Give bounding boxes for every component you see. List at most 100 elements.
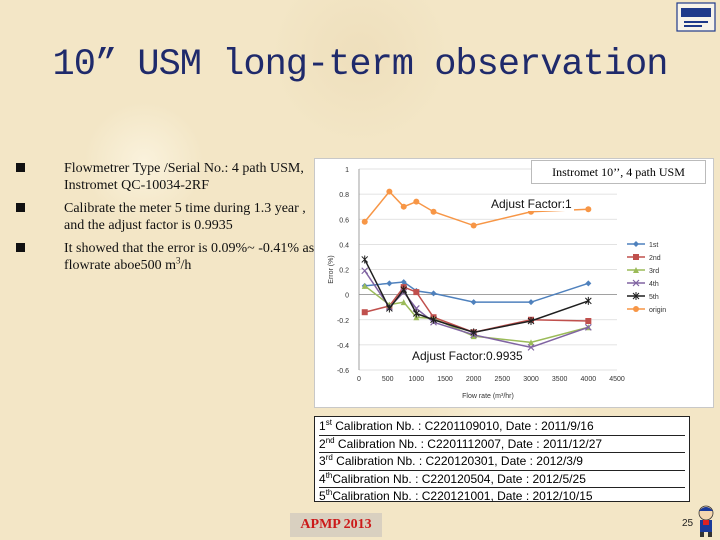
x-tick-label: 4000 xyxy=(581,376,597,383)
calibration-text: Calibration Nb. : C220120301, Date : 201… xyxy=(332,454,583,468)
data-point-marker xyxy=(430,290,437,297)
mascot-icon xyxy=(698,505,714,537)
data-point-marker xyxy=(361,309,368,316)
series-line xyxy=(364,281,589,303)
calibration-row: 2nd Calibration Nb. : C2201112007, Date … xyxy=(319,435,685,453)
data-point-marker xyxy=(585,318,592,325)
bullet-item: Calibrate the meter 5 time during 1.3 ye… xyxy=(16,200,316,234)
bullet-text-tail: /h xyxy=(180,258,192,273)
calibration-ordinal: 5 xyxy=(319,489,326,503)
y-tick-label: 1 xyxy=(345,167,349,174)
data-point-marker xyxy=(361,282,368,289)
data-point-marker xyxy=(470,222,477,229)
bullet-item: It showed that the error is 0.09%~ -0.41… xyxy=(16,240,316,274)
data-point-marker xyxy=(400,299,407,306)
calibration-ordinal-suffix: st xyxy=(325,418,332,427)
chart-panel: 1 0.8 0.6 0.4 0.2 0 -0.2 -0.4 -0.6 0 500 1000 1500 20… xyxy=(314,158,714,408)
calibration-ordinal: 2 xyxy=(319,436,326,451)
calibration-row: 5thCalibration Nb. : C220121001, Date : … xyxy=(319,488,685,505)
page-number: 25 xyxy=(682,518,694,529)
y-tick-label: 0 xyxy=(345,293,349,300)
x-tick-label: 2000 xyxy=(466,376,482,383)
bullet-list: Flowmetrer Type /Serial No.: 4 path USM,… xyxy=(16,160,316,280)
y-tick-label: 0.8 xyxy=(339,192,349,199)
bullet-superscript: 3 xyxy=(175,255,181,266)
data-point-marker xyxy=(632,292,640,300)
legend-label: 4th xyxy=(649,281,659,288)
bullet-item: Flowmetrer Type /Serial No.: 4 path USM,… xyxy=(16,160,316,194)
series-2nd xyxy=(361,284,592,336)
data-point-marker xyxy=(413,289,420,296)
data-point-marker xyxy=(470,299,477,306)
calibration-ordinal: 3 xyxy=(319,454,326,468)
data-point-marker xyxy=(386,188,393,195)
legend-label: 5th xyxy=(649,294,659,301)
data-point-marker xyxy=(400,279,407,286)
bullet-text: Calibrate the meter 5 time during 1.3 ye… xyxy=(64,201,306,233)
calibration-ordinal-suffix: nd xyxy=(325,435,335,445)
legend-label: 3rd xyxy=(649,268,659,275)
bullet-marker xyxy=(16,163,25,172)
calibration-text: Calibration Nb. : C220121001, Date : 201… xyxy=(332,489,593,503)
y-tick-label: -0.4 xyxy=(337,343,349,350)
data-point-marker xyxy=(412,309,420,318)
calibration-ordinal: 4 xyxy=(319,471,326,486)
calibration-ordinal-suffix: th xyxy=(325,470,333,480)
calibration-text: Calibration Nb. : C2201109010, Date : 20… xyxy=(331,419,594,433)
legend-label: 2nd xyxy=(649,255,661,262)
calibration-row: 1st Calibration Nb. : C2201109010, Date … xyxy=(319,418,685,436)
series-1st xyxy=(361,279,592,306)
data-point-marker xyxy=(584,296,592,305)
data-point-marker xyxy=(400,203,407,210)
series-line xyxy=(364,190,589,227)
calibration-row: 4thCalibration Nb. : C220120504, Date : … xyxy=(319,470,685,488)
series-line xyxy=(364,286,589,334)
data-point-marker xyxy=(527,317,535,326)
legend-label: 1st xyxy=(649,242,658,249)
calibration-text: Calibration Nb. : C2201112007, Date : 20… xyxy=(334,436,603,451)
y-tick-label: 0.6 xyxy=(339,217,349,224)
data-point-marker xyxy=(584,323,592,331)
data-point-marker xyxy=(430,315,437,324)
y-tick-label: -0.2 xyxy=(337,318,349,325)
data-point-marker xyxy=(632,279,640,287)
series-origin xyxy=(361,188,592,229)
data-point-marker xyxy=(633,267,639,273)
page-title: 10” USM long-term observation xyxy=(52,44,669,86)
x-tick-label: 500 xyxy=(382,376,394,383)
data-point-marker xyxy=(430,208,437,215)
error-chart: 1 0.8 0.6 0.4 0.2 0 -0.2 -0.4 -0.6 0 500 1000 1500 20… xyxy=(328,167,666,400)
data-point-marker xyxy=(528,299,534,306)
calibration-ordinal-suffix: rd xyxy=(325,453,333,462)
y-tick-label: 0.2 xyxy=(339,268,349,275)
x-tick-label: 3500 xyxy=(552,376,568,383)
data-point-marker xyxy=(400,285,408,294)
series-4th xyxy=(361,267,592,351)
data-point-marker xyxy=(585,206,592,213)
data-point-marker xyxy=(361,267,369,275)
bullet-text: Flowmetrer Type /Serial No.: 4 path USM,… xyxy=(64,161,304,193)
x-tick-label: 0 xyxy=(357,376,361,383)
calibration-text: Calibration Nb. : C220120504, Date : 201… xyxy=(332,471,586,486)
company-logo xyxy=(676,2,716,32)
series-5th xyxy=(361,255,592,337)
data-point-marker xyxy=(470,328,478,337)
y-tick-label: 0.4 xyxy=(339,242,349,249)
data-point-marker xyxy=(633,254,639,260)
data-point-marker xyxy=(585,280,592,287)
y-tick-label: -0.6 xyxy=(337,368,349,375)
calibration-ordinal-suffix: th xyxy=(325,488,333,497)
calibration-table: 1st Calibration Nb. : C2201109010, Date … xyxy=(314,416,690,505)
series-line xyxy=(364,259,589,334)
x-tick-label: 4500 xyxy=(609,376,625,383)
y-axis-label: Error (%) xyxy=(328,255,335,283)
x-tick-label: 2500 xyxy=(495,376,511,383)
calibration-row: 3rd Calibration Nb. : C220120301, Date :… xyxy=(319,453,685,471)
adjust-factor-1-label: Adjust Factor:1 xyxy=(489,197,574,211)
data-point-marker xyxy=(361,218,368,225)
bullet-marker xyxy=(16,243,25,252)
data-point-marker xyxy=(527,343,535,351)
x-tick-label: 3000 xyxy=(523,376,539,383)
data-point-marker xyxy=(386,304,393,313)
bullet-text: It showed that the error is 0.09%~ -0.41… xyxy=(64,241,315,273)
